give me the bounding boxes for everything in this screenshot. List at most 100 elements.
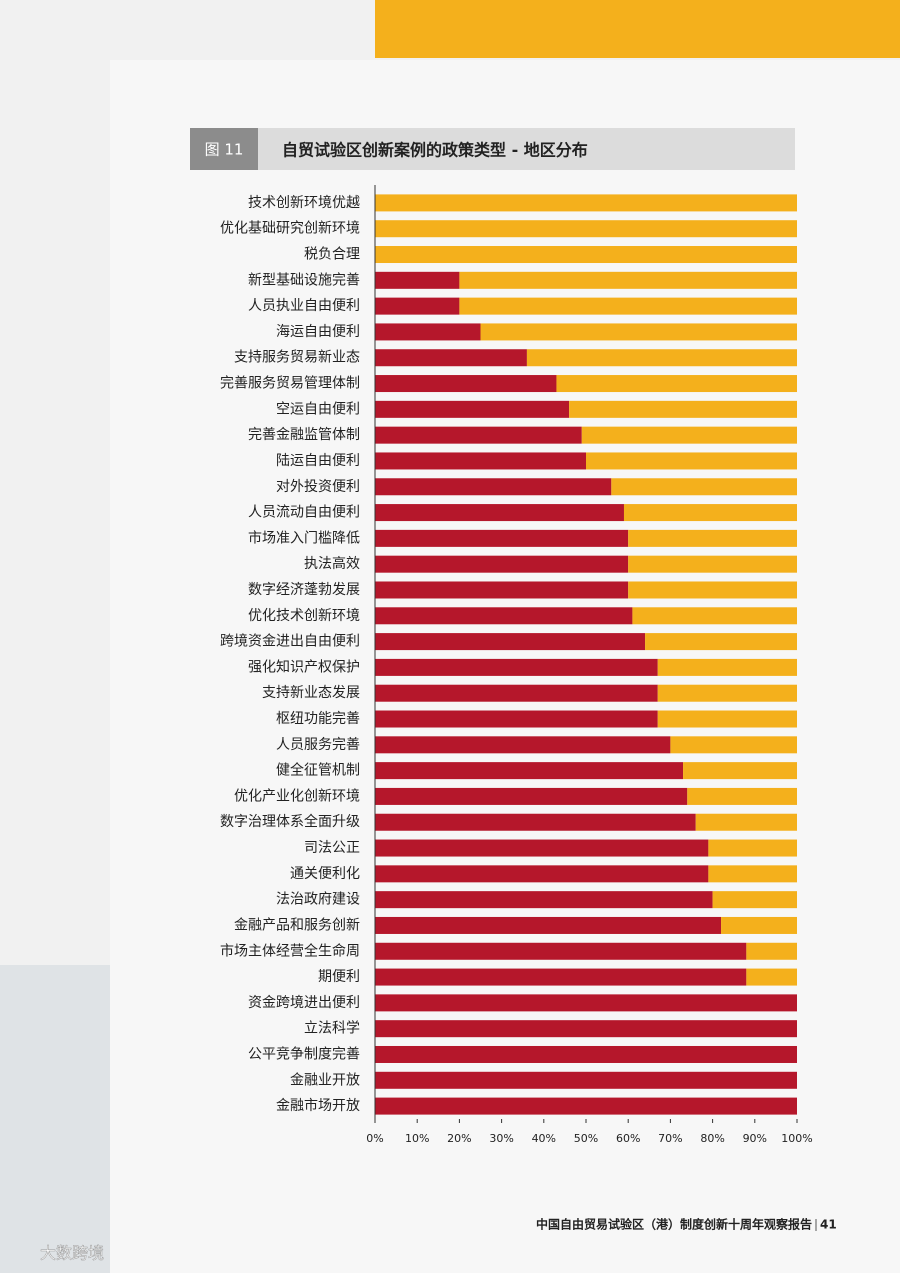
bar-segment xyxy=(375,762,684,780)
bar-segment xyxy=(645,633,797,651)
x-tick-label: 100% xyxy=(781,1132,812,1145)
bar-segment xyxy=(375,994,797,1012)
y-tick-label: 市场准入门槛降低 xyxy=(248,529,360,546)
y-tick-label: 优化产业化创新环境 xyxy=(234,788,360,804)
bar-segment xyxy=(375,194,797,212)
bar-segment xyxy=(375,478,612,496)
figure-label: 图 11 xyxy=(205,141,244,159)
bar-segment xyxy=(746,968,797,986)
y-tick-label: 跨境资金进出自由便利 xyxy=(220,634,360,650)
bar-segment xyxy=(628,529,797,547)
bar-segment xyxy=(695,813,797,831)
bar-segment xyxy=(683,762,797,780)
bar-segment xyxy=(657,684,797,702)
bar-segment xyxy=(375,658,658,676)
bar-segment xyxy=(375,916,722,934)
bar-segment xyxy=(746,942,797,960)
x-tick-label: 20% xyxy=(447,1132,471,1145)
y-tick-label: 金融产品和服务创新 xyxy=(234,917,360,933)
bar-segment xyxy=(670,736,797,754)
y-tick-label: 金融业开放 xyxy=(290,1072,360,1088)
bar-segment xyxy=(375,736,671,754)
bar-segment xyxy=(375,1097,797,1115)
y-tick-label: 资金跨境进出便利 xyxy=(248,995,360,1011)
bar-segment xyxy=(375,426,582,444)
y-tick-label: 空运自由便利 xyxy=(276,401,360,417)
x-tick-label: 50% xyxy=(574,1132,598,1145)
bar-segment xyxy=(375,684,658,702)
footer-report: 中国自由贸易试验区（港）制度创新十周年观察报告 xyxy=(536,1217,812,1232)
bar-segment xyxy=(556,375,797,393)
y-tick-label: 金融市场开放 xyxy=(276,1097,360,1114)
y-tick-label: 新型基础设施完善 xyxy=(248,271,360,288)
bar-segment xyxy=(628,555,797,573)
x-tick-label: 10% xyxy=(405,1132,429,1145)
bar-segment xyxy=(375,297,460,315)
y-tick-label: 立法科学 xyxy=(304,1021,360,1037)
bar-segment xyxy=(687,787,797,805)
bar-segment xyxy=(526,349,797,367)
bar-segment xyxy=(375,452,586,470)
bar-segment xyxy=(375,400,570,418)
bar-segment xyxy=(375,323,481,341)
y-tick-label: 陆运自由便利 xyxy=(276,453,360,469)
bar-segment xyxy=(375,942,747,960)
y-tick-label: 对外投资便利 xyxy=(276,479,360,495)
y-tick-label: 执法高效 xyxy=(304,555,360,572)
bar-segment xyxy=(657,710,797,728)
bar-segment xyxy=(623,504,797,522)
bar-segment xyxy=(375,504,624,522)
y-tick-label: 人员执业自由便利 xyxy=(248,298,360,314)
y-tick-label: 市场主体经营全生命周 xyxy=(220,942,360,959)
bar-segment xyxy=(569,400,797,418)
bar-segment xyxy=(375,1071,797,1089)
watermark: 大数跨境 xyxy=(40,1244,104,1263)
x-tick-label: 60% xyxy=(616,1132,640,1145)
y-tick-label: 税负合理 xyxy=(304,247,360,263)
bar-segment xyxy=(375,839,709,857)
y-tick-label: 公平竞争制度完善 xyxy=(248,1045,360,1062)
bar-segment xyxy=(721,916,797,934)
bar-segment xyxy=(375,581,629,599)
y-tick-label: 司法公正 xyxy=(304,840,360,856)
y-tick-label: 健全征管机制 xyxy=(276,762,360,779)
bar-segment xyxy=(375,710,658,728)
bar-segment xyxy=(375,375,557,393)
bar-segment xyxy=(375,1045,797,1063)
bar-segment xyxy=(581,426,797,444)
bar-segment xyxy=(708,865,797,883)
bar-segment xyxy=(375,555,629,573)
bar-segment xyxy=(375,349,527,367)
bar-segment xyxy=(375,220,797,238)
top-band xyxy=(375,0,900,58)
bar-segment xyxy=(375,246,797,264)
bar-segment xyxy=(375,271,460,289)
y-tick-label: 法治政府建设 xyxy=(276,892,360,908)
bar-segment xyxy=(375,968,747,986)
x-tick-label: 80% xyxy=(700,1132,724,1145)
y-tick-label: 支持新业态发展 xyxy=(262,685,360,701)
y-tick-label: 人员服务完善 xyxy=(276,737,360,753)
y-tick-label: 通关便利化 xyxy=(290,866,360,882)
bar-segment xyxy=(375,633,646,651)
bar-segment xyxy=(628,581,797,599)
y-tick-label: 数字治理体系全面升级 xyxy=(220,813,360,830)
x-tick-label: 30% xyxy=(489,1132,513,1145)
bar-segment xyxy=(375,1020,797,1038)
plot: 技术创新环境优越优化基础研究创新环境税负合理新型基础设施完善人员执业自由便利海运… xyxy=(220,185,813,1145)
y-tick-label: 完善金融监管体制 xyxy=(248,427,360,443)
bar-segment xyxy=(375,813,696,831)
chart-title: 自贸试验区创新案例的政策类型 - 地区分布 xyxy=(282,141,588,160)
y-tick-label: 强化知识产权保护 xyxy=(248,658,360,675)
bar-segment xyxy=(375,529,629,547)
bar-segment xyxy=(611,478,797,496)
y-tick-label: 人员流动自由便利 xyxy=(248,505,360,521)
x-tick-label: 40% xyxy=(532,1132,556,1145)
x-tick-label: 70% xyxy=(658,1132,682,1145)
photo-decoration xyxy=(0,965,110,1273)
bar-segment xyxy=(375,891,713,909)
bar-segment xyxy=(375,787,688,805)
figure-label-box xyxy=(190,128,258,170)
bar-segment xyxy=(657,658,797,676)
